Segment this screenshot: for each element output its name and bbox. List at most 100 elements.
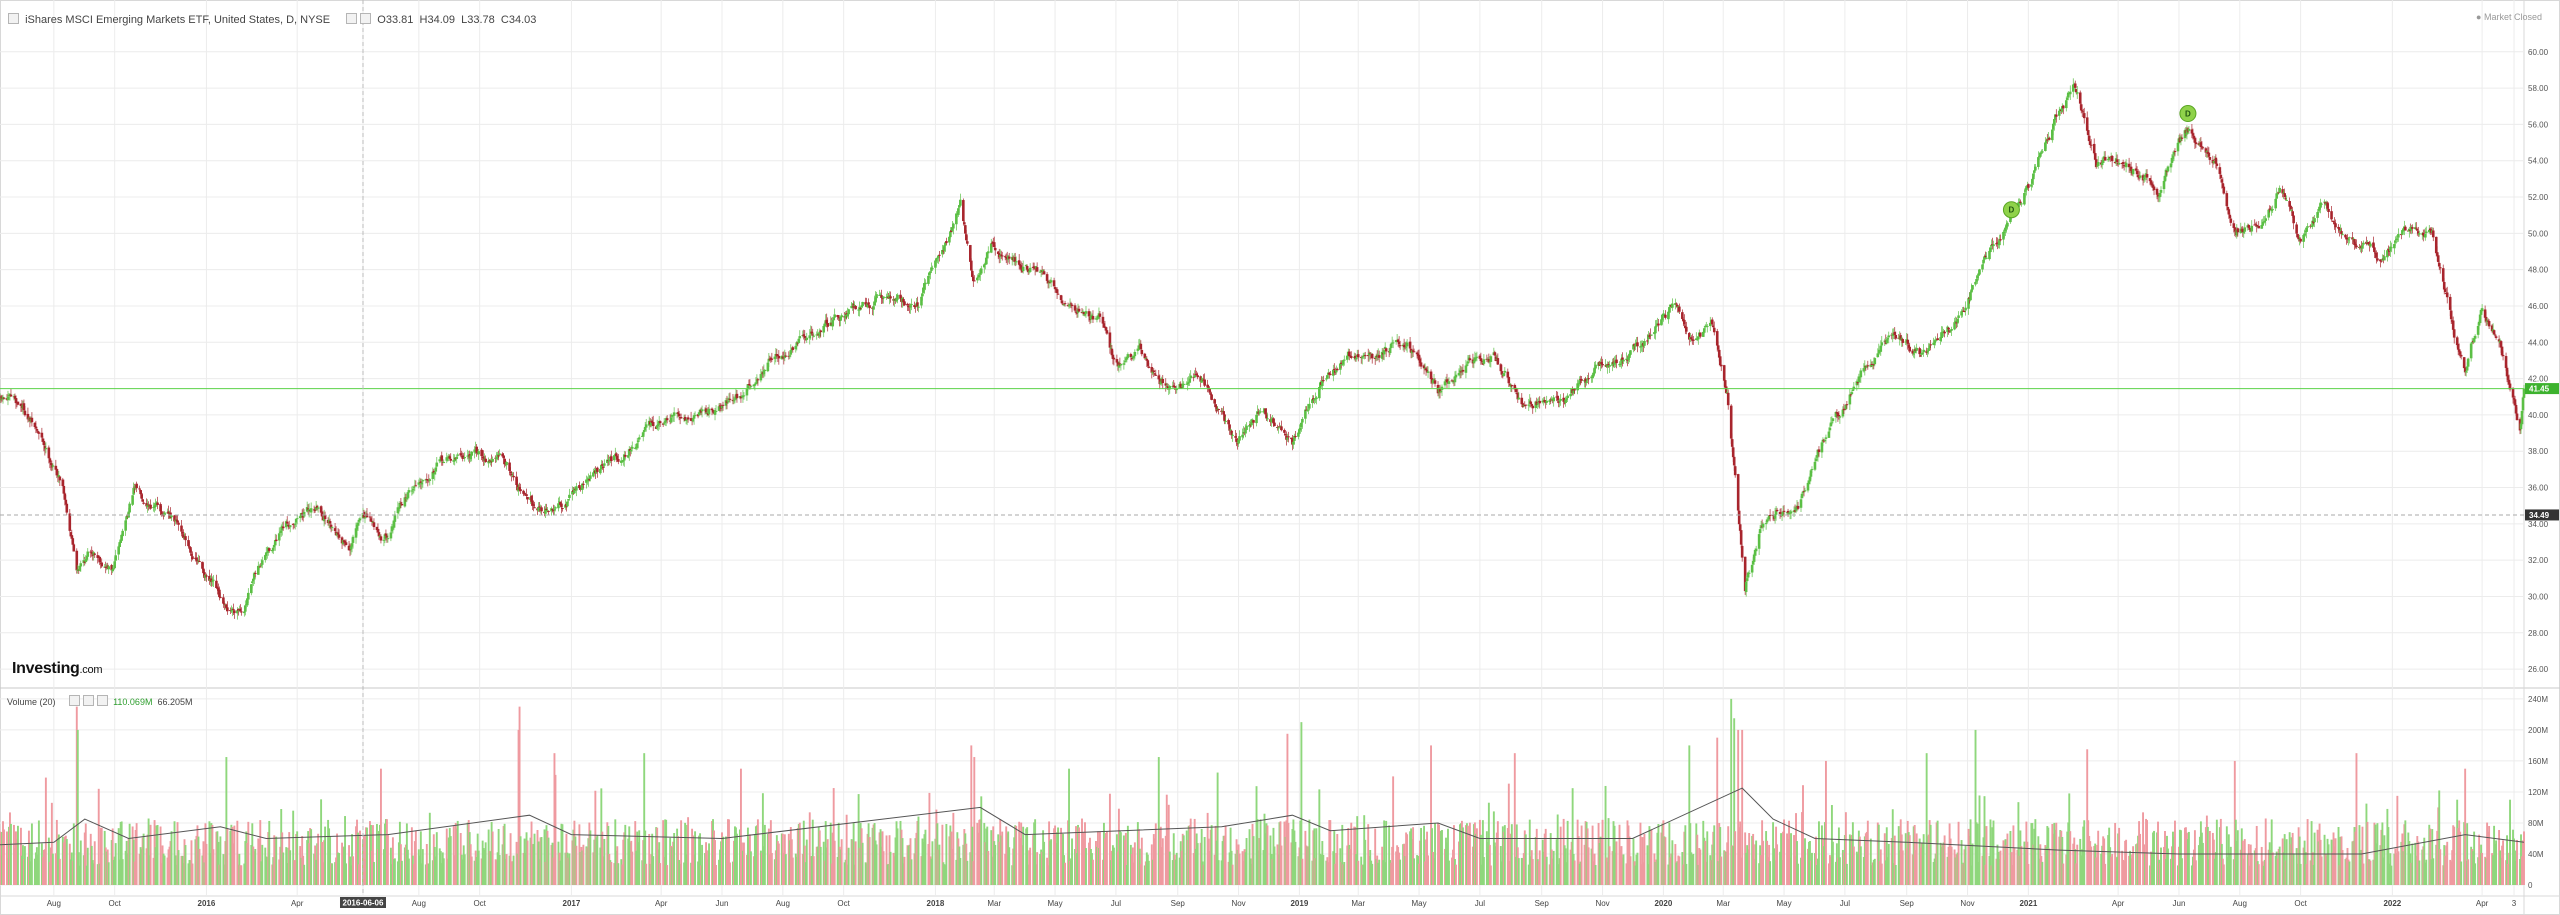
volume-bar xyxy=(1914,850,1917,885)
volume-bar xyxy=(1681,852,1684,885)
volume-bar xyxy=(1893,835,1896,885)
volume-bar xyxy=(2521,856,2523,885)
candle-body xyxy=(1405,342,1409,347)
candle-body xyxy=(924,282,927,285)
candle-body xyxy=(537,507,540,511)
volume-bar xyxy=(1464,825,1467,885)
candle-body xyxy=(1879,345,1883,352)
candle-body xyxy=(533,507,536,509)
volume-bar xyxy=(386,834,389,885)
candle-body xyxy=(2093,153,2097,160)
candle-body xyxy=(1557,400,1560,403)
candle-body xyxy=(2151,184,2155,188)
candle-body xyxy=(913,305,916,307)
volume-bar xyxy=(1124,832,1127,885)
volume-bar xyxy=(44,777,47,885)
volume-bar xyxy=(183,839,186,885)
volume-bar xyxy=(519,836,522,885)
candle-body xyxy=(950,230,953,233)
volume-bar xyxy=(1562,818,1565,885)
volume-bar xyxy=(1535,828,1538,885)
volume-bar xyxy=(1353,826,1356,885)
candle-body xyxy=(1116,361,1120,367)
candle-body xyxy=(1237,439,1240,444)
candle-body xyxy=(741,395,745,398)
candle-body xyxy=(1688,332,1691,340)
volume-bar xyxy=(41,857,44,885)
volume-bar xyxy=(1811,852,1813,885)
candle-body xyxy=(823,323,827,327)
candle-body xyxy=(2048,137,2051,140)
volume-bar xyxy=(357,832,359,885)
candle-body xyxy=(1663,314,1666,316)
volume-bar xyxy=(281,832,284,885)
volume-bar xyxy=(1228,852,1231,885)
volume-bar xyxy=(846,864,849,885)
volume-bar xyxy=(882,851,885,885)
volume-bar xyxy=(210,823,213,885)
volume-bar xyxy=(1368,856,1371,885)
volume-bar xyxy=(1220,860,1223,885)
volume-bar xyxy=(148,855,151,885)
volume-bar xyxy=(2334,838,2337,885)
candle-body xyxy=(1294,435,1297,437)
candle-body xyxy=(1810,469,1814,471)
volume-bar xyxy=(669,837,672,885)
candle-body xyxy=(35,429,39,431)
candle-body xyxy=(1625,358,1628,360)
volume-bar xyxy=(1494,846,1497,885)
volume-bar xyxy=(414,830,417,885)
candle-body xyxy=(1000,255,1004,257)
candle-body xyxy=(1321,380,1324,387)
candle-body xyxy=(2095,165,2099,167)
candle-body xyxy=(707,408,711,415)
candle-body xyxy=(1757,534,1761,549)
candle-body xyxy=(480,449,483,457)
volume-bar xyxy=(1817,858,1819,885)
candle-body xyxy=(872,306,875,310)
candle-body xyxy=(1650,334,1653,336)
volume-bar xyxy=(767,828,770,885)
candle-body xyxy=(22,403,26,411)
volume-bar xyxy=(187,863,190,885)
volume-bar xyxy=(1999,850,2002,885)
volume-bar xyxy=(574,836,577,885)
volume-bar xyxy=(231,826,234,885)
candle-body xyxy=(48,458,52,463)
volume-bar xyxy=(600,788,603,885)
volume-bar xyxy=(155,825,158,885)
volume-bar xyxy=(2194,860,2197,885)
volume-bar xyxy=(1154,823,1157,885)
volume-bar xyxy=(1907,832,1910,885)
volume-bar xyxy=(8,826,10,885)
volume-bar xyxy=(1467,837,1470,885)
volume-bar xyxy=(82,855,85,885)
volume-bar xyxy=(1077,824,1079,885)
candle-body xyxy=(1520,397,1524,405)
candle-body xyxy=(794,345,798,350)
volume-bar xyxy=(2277,849,2280,885)
volume-bar xyxy=(40,843,43,885)
volume-bar xyxy=(1961,864,1964,885)
volume-bar xyxy=(424,864,427,885)
volume-bar xyxy=(1262,850,1265,885)
volume-bar xyxy=(49,847,52,885)
volume-bar xyxy=(956,832,959,885)
candle-body xyxy=(295,518,299,520)
volume-bar xyxy=(1856,853,1859,885)
volume-bar xyxy=(494,859,497,885)
candle-body xyxy=(955,213,958,225)
volume-bar xyxy=(323,840,326,885)
volume-bar xyxy=(610,862,613,885)
volume-bar xyxy=(1845,863,1848,885)
volume-bar xyxy=(1969,819,1972,885)
candle-body xyxy=(1939,337,1942,341)
candle-body xyxy=(239,608,242,612)
volume-bar xyxy=(1335,853,1338,885)
volume-bar xyxy=(456,820,459,885)
candle-body xyxy=(2138,175,2142,178)
volume-bar xyxy=(909,838,912,885)
volume-bar xyxy=(2149,865,2151,885)
candle-body xyxy=(1244,429,1247,434)
